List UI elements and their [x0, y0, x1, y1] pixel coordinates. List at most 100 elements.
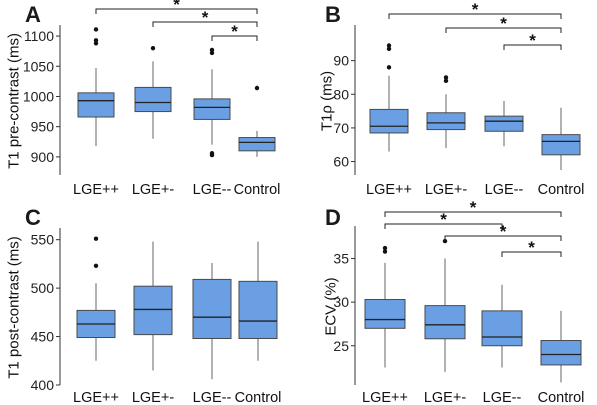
outlier-point — [93, 263, 99, 269]
box-lgepp — [364, 245, 406, 368]
panel-b: B 60 70 80 90 T1ρ (ms) LGE++ LGE+- LGE-- Control *… — [319, 0, 585, 198]
iqr-box — [193, 98, 231, 120]
significance-bracket: * — [501, 238, 562, 257]
panel-c: C 400 450 500 550 T1 post-contrast (ms) LGE++ L… — [6, 205, 282, 405]
category-label: LGE+- — [425, 182, 467, 198]
iqr-box — [192, 278, 232, 339]
iqr-box — [540, 340, 582, 366]
box-lgepm — [134, 45, 172, 139]
y-tick-label: 550 — [31, 232, 55, 248]
bracket-line — [444, 235, 562, 241]
bracket-line — [211, 35, 258, 41]
y-tick-label: 1000 — [23, 88, 54, 104]
y-tick-label: 500 — [31, 280, 55, 296]
category-label: LGE-- — [485, 182, 524, 198]
category-label: LGE-- — [193, 182, 232, 198]
significance-star: * — [202, 8, 209, 27]
box-lgemm — [484, 101, 524, 147]
category-label: LGE++ — [73, 390, 119, 405]
significance-star: * — [231, 22, 238, 41]
outlier-point — [443, 78, 449, 84]
outlier-point — [150, 45, 156, 51]
outlier-point — [386, 65, 392, 70]
iqr-box — [133, 285, 173, 336]
category-label: LGE++ — [366, 182, 412, 198]
iqr-box — [541, 134, 581, 156]
outlier-point — [93, 236, 99, 241]
significance-bracket: * — [152, 8, 258, 27]
category-label: Control — [234, 182, 281, 198]
iqr-box — [238, 137, 276, 152]
y-tick-label: 1050 — [23, 58, 54, 74]
bracket-line — [384, 223, 503, 229]
box-lgepp — [77, 27, 115, 147]
outlier-point — [443, 75, 449, 80]
box-control — [238, 241, 278, 361]
y-axis-title: T1ρ (ms) — [319, 71, 336, 131]
bracket-line — [152, 21, 258, 27]
box-control — [238, 85, 276, 157]
category-label: LGE+- — [424, 390, 466, 405]
iqr-box — [424, 305, 466, 340]
iqr-box — [481, 310, 523, 347]
y-tick-label: 35 — [333, 251, 349, 267]
significance-bracket: * — [211, 22, 258, 41]
panel-d: D 25 30 35 ECV (%) LGE++ LGE+- LGE-- Control * * * * — [323, 198, 585, 405]
category-label: LGE++ — [362, 390, 408, 405]
significance-star: * — [500, 14, 507, 33]
category-label: LGE-- — [483, 390, 522, 405]
category-label: LGE+- — [132, 182, 174, 198]
iqr-box — [426, 112, 466, 131]
y-tick-label: 450 — [31, 329, 55, 345]
box-lgemm — [193, 47, 231, 158]
significance-bracket: * — [388, 0, 562, 19]
iqr-box — [369, 108, 409, 134]
outlier-point — [209, 50, 215, 56]
box-control — [541, 107, 581, 170]
category-label: Control — [538, 390, 585, 405]
y-tick-label: 900 — [31, 149, 55, 165]
outlier-point — [209, 151, 215, 156]
outlier-point — [386, 46, 392, 52]
y-axis-title: ECV (%) — [323, 277, 340, 335]
box-lgepm — [424, 238, 466, 372]
bracket-line — [384, 211, 562, 217]
significance-star: * — [529, 31, 536, 50]
category-label: Control — [538, 182, 585, 198]
significance-star: * — [440, 210, 447, 229]
category-label: LGE++ — [73, 182, 119, 198]
outlier-point — [442, 238, 448, 244]
significance-bracket: * — [444, 222, 562, 241]
y-tick-label: 400 — [31, 377, 55, 393]
y-tick-label: 25 — [333, 338, 349, 354]
category-label: LGE+- — [132, 390, 174, 405]
outlier-point — [209, 47, 215, 53]
panel-label: D — [325, 205, 341, 230]
iqr-box — [238, 280, 278, 339]
bracket-line — [95, 8, 258, 14]
category-label: Control — [235, 390, 282, 405]
panel-label: A — [25, 2, 41, 27]
iqr-box — [484, 115, 524, 132]
category-label: LGE-- — [193, 390, 232, 405]
bracket-line — [445, 27, 562, 33]
box-lgemm — [192, 262, 232, 380]
box-lgepm — [133, 241, 173, 371]
significance-bracket: * — [503, 31, 562, 50]
significance-star: * — [500, 222, 507, 241]
outlier-point — [254, 85, 260, 91]
y-tick-label: 1100 — [24, 28, 54, 44]
significance-bracket: * — [95, 0, 258, 14]
outlier-point — [382, 245, 388, 251]
significance-star: * — [472, 0, 479, 19]
iqr-box — [77, 92, 115, 118]
outlier-point — [93, 38, 99, 43]
box-lgepm — [426, 75, 466, 149]
box-lgepp — [76, 236, 116, 361]
y-axis-title: T1 post-contrast (ms) — [6, 236, 23, 379]
significance-bracket: * — [445, 14, 562, 33]
box-control — [540, 310, 582, 383]
y-tick-label: 80 — [333, 86, 349, 102]
